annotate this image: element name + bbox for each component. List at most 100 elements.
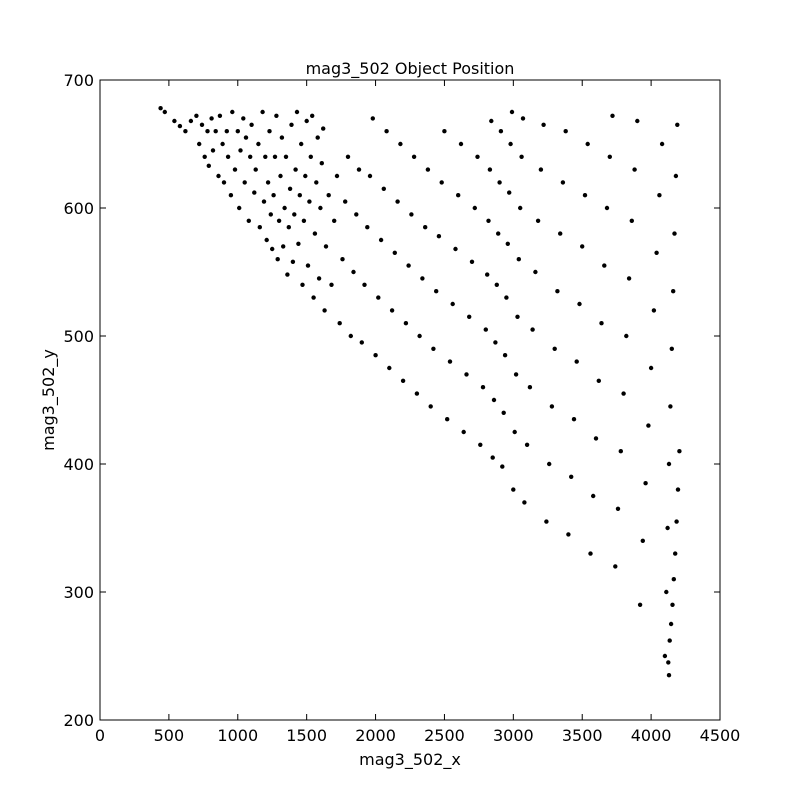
data-point (668, 404, 673, 409)
data-point (241, 116, 246, 121)
data-point (489, 118, 494, 124)
data-point (487, 167, 493, 172)
y-tick-label: 600 (63, 199, 94, 218)
data-point (671, 577, 676, 582)
data-point (486, 218, 491, 223)
data-point (287, 186, 293, 191)
data-point (194, 113, 199, 119)
data-point (490, 455, 495, 460)
data-point (326, 193, 331, 198)
data-point (544, 519, 549, 524)
data-point (293, 167, 298, 172)
data-point (673, 173, 679, 179)
data-point (378, 237, 384, 243)
data-point (423, 225, 428, 230)
data-point (267, 129, 272, 134)
data-point (593, 436, 599, 441)
data-point (220, 141, 225, 147)
data-point (162, 109, 167, 115)
data-point (648, 365, 654, 371)
data-point (549, 404, 555, 409)
data-point (243, 135, 249, 140)
data-point (274, 113, 279, 119)
data-point (447, 359, 453, 364)
data-point (202, 154, 207, 159)
data-point (217, 113, 223, 119)
data-point (599, 321, 604, 326)
data-point (483, 327, 488, 332)
data-point (610, 113, 615, 119)
data-point (315, 135, 320, 140)
data-point (442, 129, 447, 134)
data-point (675, 122, 680, 128)
x-tick-label: 4500 (700, 726, 741, 745)
data-point (665, 525, 670, 531)
data-point (524, 442, 530, 447)
data-point (359, 340, 364, 345)
data-point (265, 180, 271, 185)
data-point (312, 231, 318, 236)
data-point (285, 272, 290, 277)
data-point (535, 218, 541, 223)
data-point (370, 116, 375, 121)
data-point (230, 109, 235, 115)
data-point (296, 241, 301, 246)
data-point (668, 621, 674, 627)
data-point (558, 231, 563, 236)
data-point (672, 231, 677, 236)
data-point (210, 148, 216, 153)
data-point (493, 340, 498, 345)
data-point (472, 205, 477, 211)
data-point (511, 487, 516, 492)
data-point (332, 218, 337, 223)
data-point (602, 263, 607, 268)
y-tick-label: 300 (63, 583, 94, 602)
data-point (221, 180, 227, 185)
x-tick-label: 0 (95, 726, 105, 745)
data-point (283, 154, 289, 159)
data-point (522, 500, 527, 505)
data-point (188, 118, 194, 124)
data-point (654, 250, 659, 255)
data-point (365, 225, 370, 230)
data-point (351, 269, 356, 275)
data-point (206, 163, 211, 168)
data-point (519, 154, 524, 159)
data-point (509, 109, 515, 115)
data-point (275, 257, 280, 262)
data-point (246, 218, 251, 223)
data-point (278, 173, 283, 179)
data-point (345, 154, 351, 159)
data-point (669, 346, 674, 351)
data-point (199, 122, 205, 128)
data-point (376, 295, 381, 300)
data-point (292, 212, 297, 217)
data-point (389, 308, 395, 313)
data-point (504, 295, 509, 300)
ticks-layer: 0 500 1000 1500 2000 2500 3000 3500 4000 4500 200 3… (63, 71, 740, 745)
data-point (478, 442, 483, 447)
data-point (615, 506, 621, 511)
data-point (626, 276, 632, 281)
data-point (580, 244, 585, 249)
data-point (496, 231, 501, 236)
data-point (398, 141, 403, 147)
data-point (574, 359, 579, 364)
data-point (515, 314, 520, 319)
data-point (282, 205, 287, 211)
data-point (261, 199, 267, 204)
data-point (677, 449, 682, 454)
data-point (566, 532, 571, 537)
data-point (533, 269, 538, 275)
data-point (183, 129, 188, 134)
data-point (216, 173, 221, 179)
data-point (384, 129, 389, 134)
data-point (272, 154, 278, 159)
x-tick-label: 2000 (355, 726, 396, 745)
data-point (670, 602, 675, 607)
data-point (505, 241, 510, 246)
data-point (356, 167, 362, 172)
x-tick-label: 4000 (631, 726, 672, 745)
y-tick-label: 400 (63, 455, 94, 474)
data-point (297, 193, 302, 198)
